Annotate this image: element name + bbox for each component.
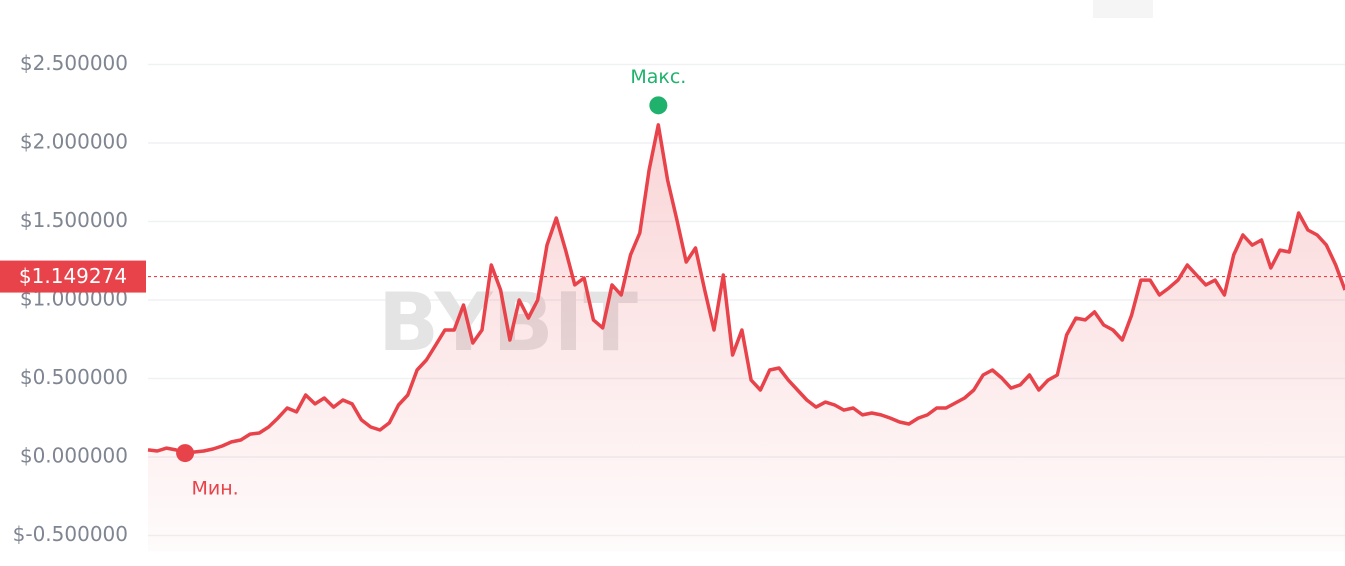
max-point-marker — [649, 96, 668, 115]
y-tick-label: $0.000000 — [20, 444, 128, 468]
y-tick-label: $0.500000 — [20, 365, 128, 389]
area — [148, 124, 1345, 552]
toolbar-button[interactable] — [1093, 0, 1153, 18]
min-point-marker — [176, 444, 195, 463]
y-tick-label: $1.500000 — [20, 208, 128, 232]
price-line — [147, 123, 1345, 455]
current-price-box — [0, 260, 146, 293]
y-tick-label: $-0.500000 — [13, 522, 128, 546]
current-price-label: $1.149274 — [19, 264, 127, 288]
min-point-label: Мин. — [192, 478, 239, 500]
y-tick-label: $2.000000 — [20, 130, 128, 154]
y-tick-label: $2.500000 — [20, 51, 128, 75]
max-point-label: Макс. — [630, 66, 686, 88]
